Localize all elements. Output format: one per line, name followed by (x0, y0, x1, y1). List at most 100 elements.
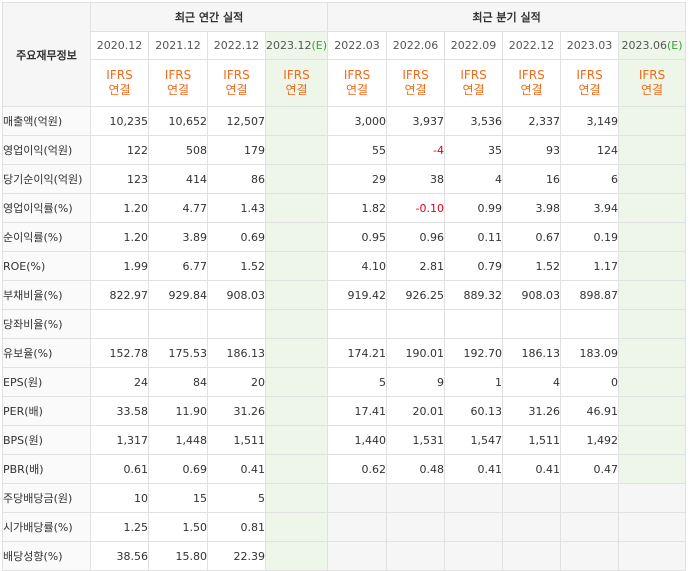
value-cell (90, 309, 149, 339)
standard-consolidated: 연결 (166, 83, 190, 97)
value-cell: 1,511 (502, 425, 562, 455)
table-row: 주당배당금(원) 10 15 5 (2, 483, 687, 513)
value-cell: 186.13 (502, 338, 562, 368)
value-cell: 17.41 (327, 396, 388, 426)
value-cell: 0.95 (327, 222, 388, 252)
value-cell (264, 541, 329, 571)
value-cell: 20.01 (386, 396, 446, 426)
row-label: 배당성향(%) (2, 541, 91, 571)
period-header: 2022.09 (444, 31, 504, 60)
standard-ifrs: IFRS (518, 68, 545, 82)
value-cell: 22.39 (207, 541, 266, 571)
value-cell (560, 541, 620, 571)
row-label: 영업이익률(%) (2, 193, 91, 223)
annual-results-header: 최근 연간 실적 (89, 2, 329, 32)
value-cell (618, 164, 687, 194)
value-cell (386, 512, 446, 542)
table-row: BPS(원) 1,317 1,448 1,511 1,440 1,531 1,547 1,51… (2, 425, 687, 455)
value-cell (264, 483, 329, 513)
value-cell: 0.69 (148, 454, 208, 484)
value-cell: 15 (148, 483, 208, 513)
value-cell: 919.42 (327, 280, 388, 310)
financial-rows: 매출액(억원) 10,235 10,652 12,507 3,000 3,937 3,536… (2, 106, 687, 571)
value-cell: 0.69 (207, 222, 266, 252)
accounting-standard: IFRS 연결 (90, 59, 149, 107)
value-cell: 1.52 (207, 251, 266, 281)
value-cell: 889.32 (444, 280, 504, 310)
value-cell (618, 280, 687, 310)
value-cell: 898.87 (560, 280, 620, 310)
value-cell (618, 193, 687, 223)
value-cell: 10,652 (148, 106, 208, 136)
value-cell: -4 (386, 135, 446, 165)
value-cell: 1,492 (560, 425, 620, 455)
value-cell: 5 (327, 367, 388, 397)
table-row: 당좌비율(%) (2, 309, 687, 339)
value-cell: 175.53 (148, 338, 208, 368)
accounting-standard: IFRS 연결 (502, 59, 562, 107)
value-cell (618, 483, 687, 513)
value-cell: 3,536 (444, 106, 504, 136)
value-cell: -0.10 (386, 193, 446, 223)
period-label: 2023.06 (621, 39, 668, 52)
value-cell: 1.43 (207, 193, 266, 223)
value-cell: 0.11 (444, 222, 504, 252)
table-row: 시가배당률(%) 1.25 1.50 0.81 (2, 512, 687, 542)
value-cell: 16 (502, 164, 562, 194)
value-cell: 29 (327, 164, 388, 194)
value-cell: 33.58 (90, 396, 149, 426)
table-row: 유보율(%) 152.78 175.53 186.13 174.21 190.01 192.… (2, 338, 687, 368)
period-label: 2020.12 (96, 39, 143, 52)
accounting-standard-row: IFRS 연결 IFRS 연결 IFRS 연결 IFRS 연결 IFRS 연결 IFRS 연결 IFRS… (3, 59, 687, 107)
value-cell (327, 541, 388, 571)
value-cell (444, 483, 504, 513)
table-row: 배당성향(%) 38.56 15.80 22.39 (2, 541, 687, 571)
value-cell: 1.99 (90, 251, 149, 281)
value-cell (618, 106, 687, 136)
value-cell: 0.41 (207, 454, 266, 484)
accounting-standard: IFRS 연결 (444, 59, 504, 107)
accounting-standard: IFRS 연결 (327, 59, 388, 107)
row-label: 시가배당률(%) (2, 512, 91, 542)
value-cell: 86 (207, 164, 266, 194)
value-cell: 31.26 (207, 396, 266, 426)
value-cell: 3.89 (148, 222, 208, 252)
value-cell: 60.13 (444, 396, 504, 426)
standard-consolidated: 연결 (404, 83, 427, 97)
period-label: 2022.09 (450, 39, 497, 52)
value-cell: 4 (502, 367, 562, 397)
value-cell (618, 541, 687, 571)
row-label: 유보율(%) (2, 338, 91, 368)
value-cell: 3,149 (560, 106, 620, 136)
value-cell: 15.80 (148, 541, 208, 571)
accounting-standard: IFRS 연결 (386, 59, 446, 107)
row-label: 순이익률(%) (2, 222, 91, 252)
standard-ifrs: IFRS (283, 68, 310, 82)
period-header: 2023.12(E) (264, 31, 329, 60)
value-cell: 508 (148, 135, 208, 165)
value-cell: 190.01 (386, 338, 446, 368)
accounting-standard: IFRS 연결 (560, 59, 620, 107)
value-cell: 84 (148, 367, 208, 397)
value-cell: 5 (207, 483, 266, 513)
period-label: 2022.12 (508, 39, 555, 52)
value-cell: 0.48 (386, 454, 446, 484)
value-cell: 1,317 (90, 425, 149, 455)
value-cell (386, 541, 446, 571)
value-cell (327, 483, 388, 513)
period-label: 2022.03 (334, 39, 380, 52)
value-cell: 0.96 (386, 222, 446, 252)
value-cell (502, 483, 562, 513)
value-cell: 1 (444, 367, 504, 397)
value-cell (327, 309, 388, 339)
value-cell (264, 396, 329, 426)
period-header: 2022.12 (207, 31, 266, 60)
period-label: 2022.06 (392, 39, 439, 52)
table-row: PBR(배) 0.61 0.69 0.41 0.62 0.48 0.41 0.41 0.47 (2, 454, 687, 484)
period-label: 2022.12 (213, 39, 260, 52)
value-cell (264, 280, 329, 310)
value-cell: 908.03 (502, 280, 562, 310)
row-label: PBR(배) (2, 454, 91, 484)
value-cell: 1.20 (90, 193, 149, 223)
row-label: 매출액(억원) (2, 106, 91, 136)
